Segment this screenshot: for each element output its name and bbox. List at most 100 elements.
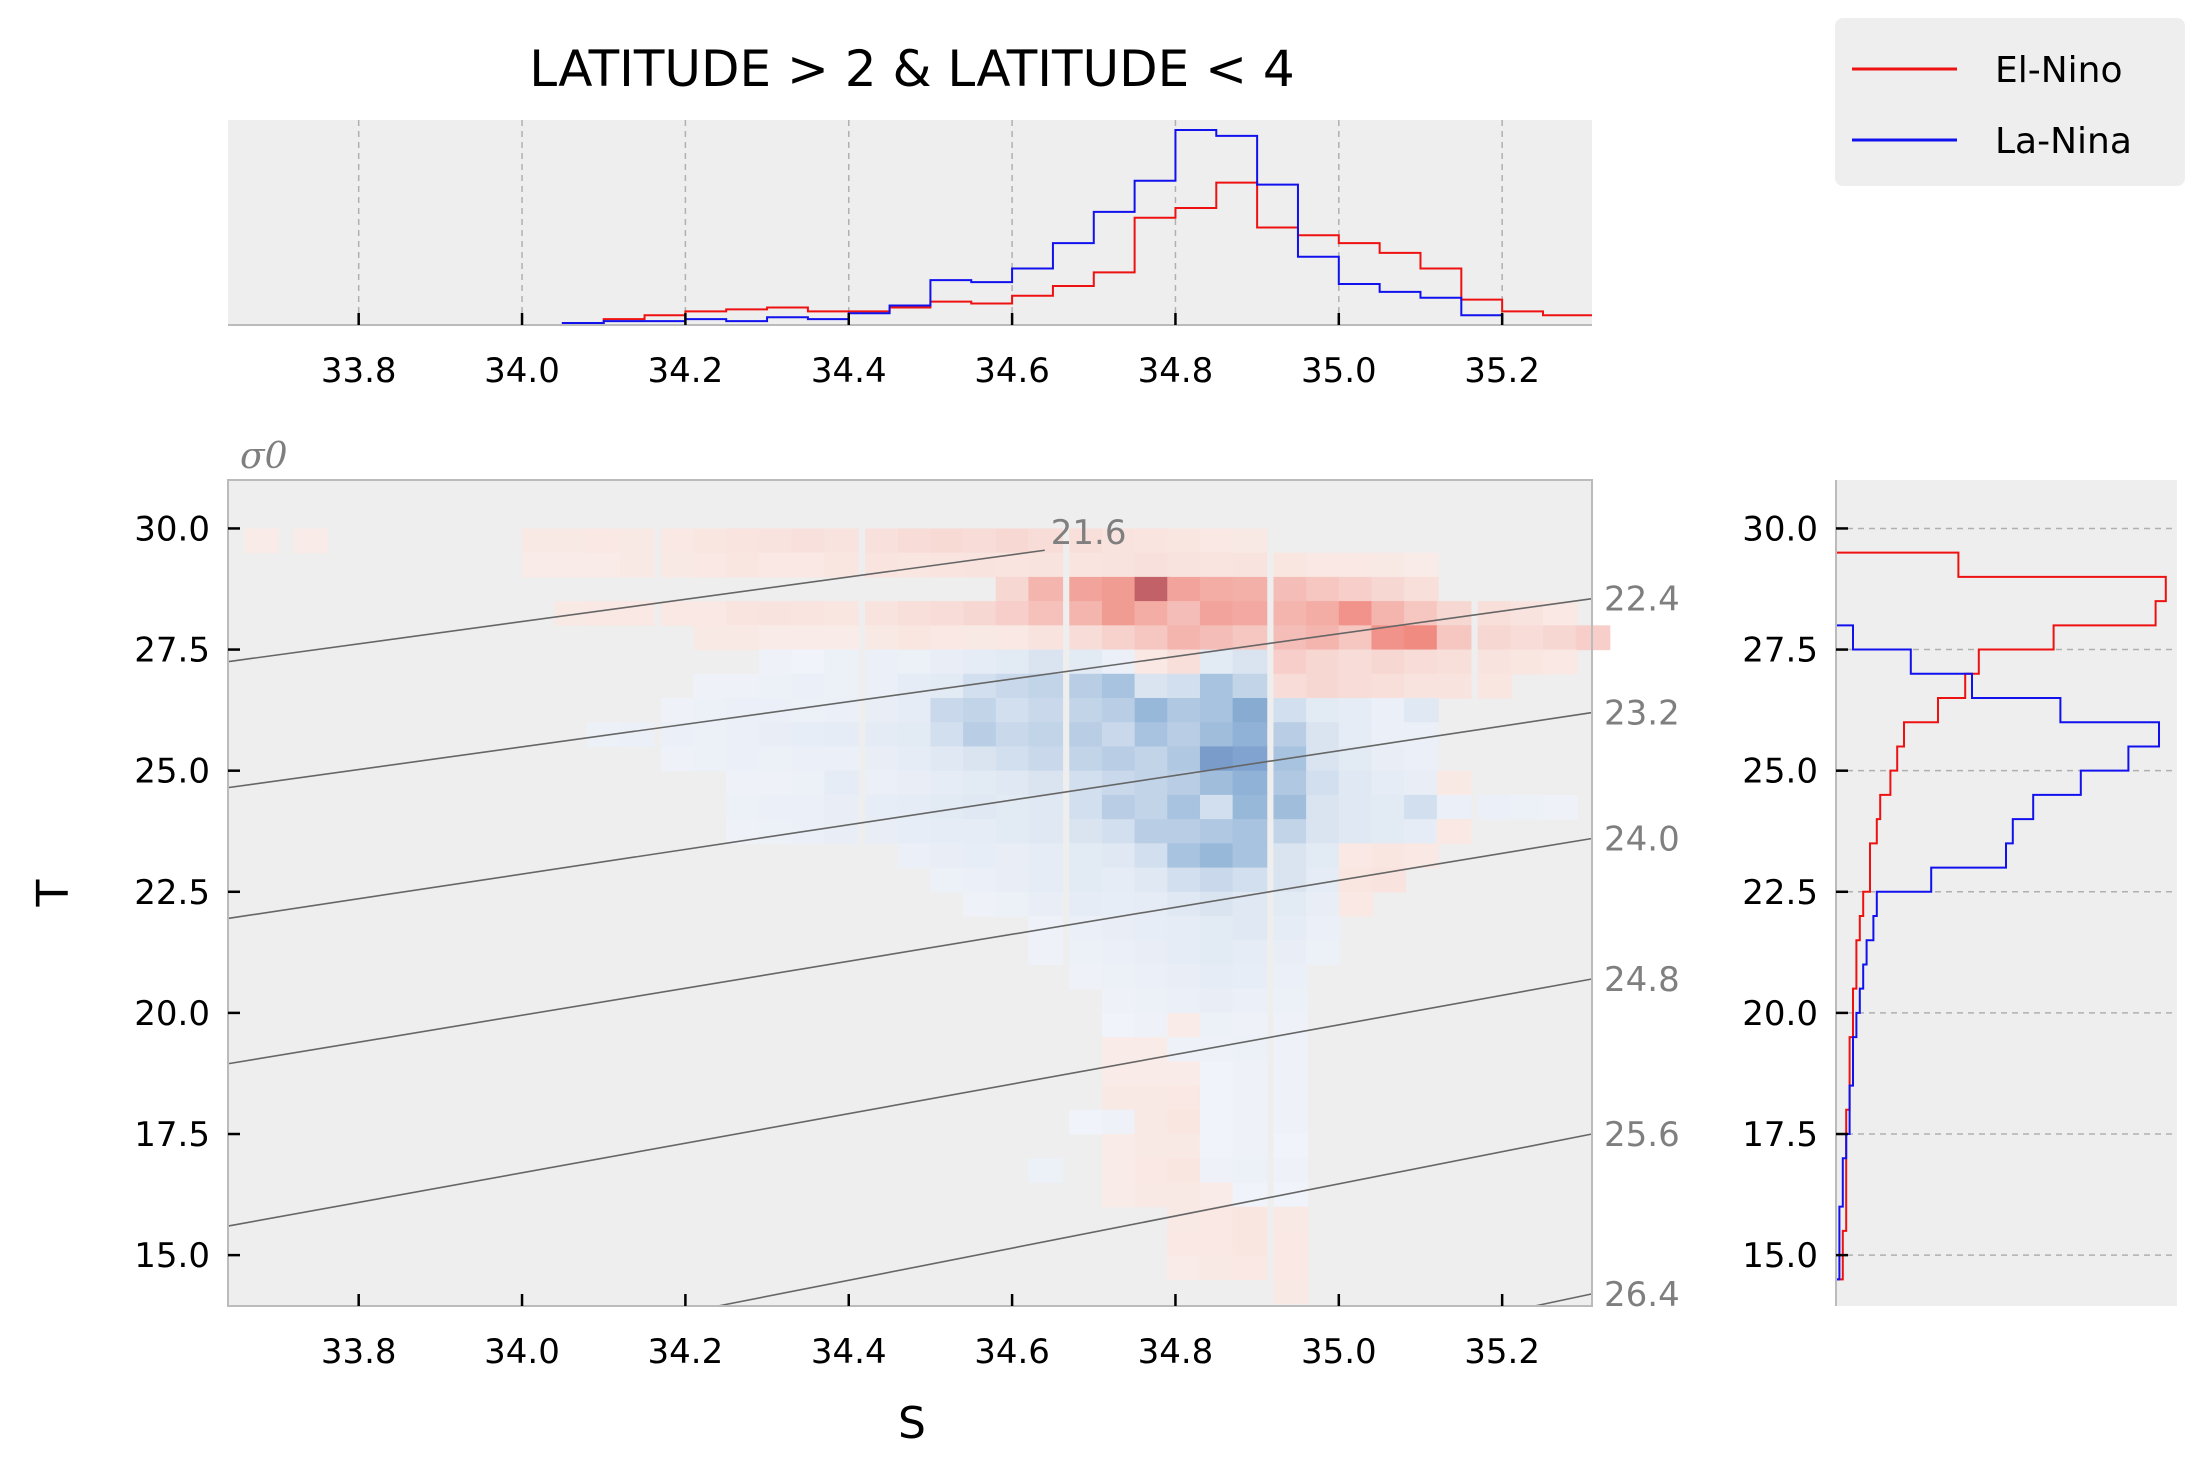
heatmap-cell — [1232, 1255, 1268, 1280]
heatmap-cell — [1510, 601, 1545, 626]
heatmap-cell — [1134, 746, 1170, 772]
right-y-tick-label: 17.5 — [1742, 1115, 1818, 1155]
top-histogram-panel: LATITUDE > 2 & LATITUDE < 4 33.8 34.0 34.2… — [228, 40, 1592, 391]
heatmap-cell — [587, 552, 623, 578]
heatmap-cell — [1028, 625, 1064, 651]
heatmap-cell — [1167, 1230, 1202, 1256]
heatmap-cell — [1028, 528, 1064, 554]
heatmap-cell — [1199, 794, 1235, 820]
heatmap-cell — [1232, 528, 1268, 554]
sigma0-contour-line — [227, 549, 1045, 663]
heatmap-cell — [1101, 698, 1137, 723]
heatmap-cell — [1273, 1109, 1309, 1135]
heatmap-cell — [865, 722, 900, 748]
heatmap-cell — [995, 625, 1031, 651]
heatmap-cell — [865, 673, 900, 699]
heatmap-cell — [758, 746, 794, 772]
heatmap-cell — [1028, 1158, 1064, 1184]
heatmap-cell — [1542, 649, 1578, 675]
heatmap-cell — [1273, 1255, 1309, 1280]
ts-x-tick-label: 35.2 — [1464, 1332, 1540, 1372]
heatmap-cell — [1167, 552, 1202, 578]
heatmap-cell — [1134, 1134, 1170, 1159]
heatmap-cell — [1167, 673, 1202, 699]
heatmap-cell — [1199, 1085, 1235, 1111]
heatmap-cell — [587, 722, 623, 748]
legend-la-nina-label: La-Nina — [1995, 121, 2132, 162]
heatmap-cell — [1232, 722, 1268, 748]
heatmap-cell — [1338, 770, 1374, 796]
heatmap-cell — [897, 552, 933, 578]
heatmap-cell — [865, 601, 900, 626]
heatmap-cell — [1134, 698, 1170, 723]
top-x-tick-label: 34.0 — [484, 351, 560, 391]
heatmap-cell — [620, 722, 655, 748]
heatmap-cell — [1232, 940, 1268, 966]
heatmap-cell — [930, 867, 966, 893]
heatmap-cell — [824, 746, 859, 772]
ts-x-ticks: 33.8 34.0 34.2 34.4 34.6 34.8 35.0 35.2 — [321, 1294, 1540, 1372]
heatmap-cell — [1199, 988, 1235, 1014]
heatmap-cell — [1273, 964, 1309, 990]
heatmap-cell — [963, 673, 998, 699]
heatmap-cell — [1232, 964, 1268, 990]
heatmap-cell — [1371, 649, 1407, 675]
heatmap-cell — [791, 722, 827, 748]
heatmap-cell — [824, 601, 859, 626]
heatmap-cell — [897, 722, 933, 748]
heatmap-cell — [791, 698, 827, 723]
chart-title: LATITUDE > 2 & LATITUDE < 4 — [529, 40, 1294, 98]
heatmap-cell — [930, 698, 966, 723]
heatmap-cell — [1273, 698, 1309, 723]
heatmap-cell — [1436, 601, 1472, 626]
heatmap-cell — [1028, 673, 1064, 699]
heatmap-cell — [1338, 698, 1374, 723]
heatmap-cell — [824, 794, 859, 820]
heatmap-cell — [1273, 552, 1309, 578]
ts-x-tick-label: 34.0 — [484, 1332, 560, 1372]
heatmap-cell — [1199, 1109, 1235, 1135]
heatmap-cell — [1273, 649, 1309, 675]
heatmap-cell — [758, 819, 794, 844]
heatmap-cell — [1069, 794, 1104, 820]
heatmap-cell — [1273, 1230, 1309, 1256]
heatmap-cell — [995, 891, 1031, 917]
heatmap-cell — [1134, 964, 1170, 990]
heatmap-cell — [1167, 576, 1202, 602]
heatmap-cell — [963, 746, 998, 772]
heatmap-cell — [1371, 601, 1407, 626]
heatmap-cell — [1167, 528, 1202, 554]
heatmap-cell — [1069, 552, 1104, 578]
heatmap-cell — [1273, 940, 1309, 966]
heatmap-cell — [758, 552, 794, 578]
heatmap-cell — [930, 528, 966, 554]
heatmap-cell — [587, 601, 623, 626]
heatmap-cell — [1273, 722, 1309, 748]
heatmap-cell — [963, 698, 998, 723]
heatmap-cell — [1167, 1134, 1202, 1159]
heatmap-cell — [693, 528, 729, 554]
ts-y-tick-label: 22.5 — [134, 873, 210, 913]
heatmap-cell — [1134, 940, 1170, 966]
heatmap-cell — [1167, 1012, 1202, 1038]
heatmap-cell — [1404, 552, 1439, 578]
heatmap-cell — [1371, 673, 1407, 699]
right-y-tick-label: 22.5 — [1742, 873, 1818, 913]
heatmap-cell — [1069, 867, 1104, 893]
heatmap-cell — [1134, 1158, 1170, 1184]
heatmap-cell — [1477, 625, 1513, 651]
sigma0-contours: 21.6 22.4 23.2 24.0 24.8 25.6 26.4 — [227, 513, 1680, 1315]
heatmap-cell — [1306, 576, 1341, 602]
heatmap-cell — [660, 528, 696, 554]
heatmap-cell — [1199, 1255, 1235, 1280]
right-histogram-panel: 15.0 17.5 20.0 22.5 25.0 27.5 30.0 — [1742, 480, 2177, 1306]
heatmap-cell — [1273, 794, 1309, 820]
heatmap-cell — [1232, 1109, 1268, 1135]
heatmap-cell — [995, 843, 1031, 869]
heatmap-cell — [1134, 673, 1170, 699]
heatmap-cell — [1167, 1037, 1202, 1062]
heatmap-cell — [1199, 722, 1235, 748]
heatmap-cell — [1338, 843, 1374, 869]
heatmap-cell — [791, 673, 827, 699]
heatmap-cell — [1404, 625, 1439, 651]
